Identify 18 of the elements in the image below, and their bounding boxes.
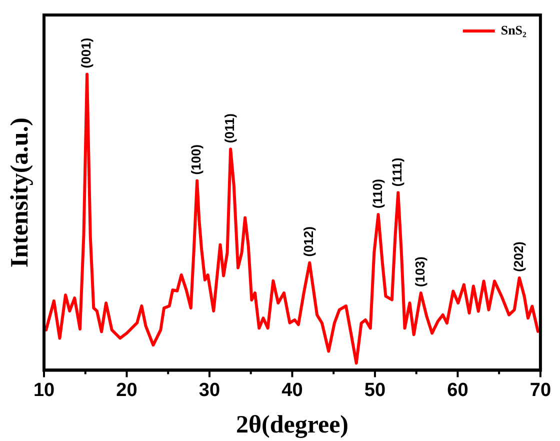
annotation: (001) bbox=[78, 38, 94, 68]
x-tick-label: 60 bbox=[447, 380, 468, 401]
x-tick-label: 50 bbox=[364, 380, 386, 401]
x-tick-label: 30 bbox=[198, 380, 220, 401]
annotation: (011) bbox=[222, 113, 238, 144]
annotation: (110) bbox=[370, 178, 385, 209]
x-tick-label: 40 bbox=[282, 380, 303, 401]
x-tick-label: 70 bbox=[530, 380, 552, 401]
y-axis-title: Intensity(a.u.) bbox=[6, 118, 34, 268]
annotation: (111) bbox=[390, 158, 405, 187]
x-axis-title: 2θ(degree) bbox=[236, 411, 348, 438]
annotation: (012) bbox=[301, 226, 316, 257]
annotation: (103) bbox=[412, 256, 428, 287]
legend-label: SnS₂ bbox=[500, 22, 527, 38]
annotation: (100) bbox=[188, 144, 204, 175]
x-tick-label: 20 bbox=[116, 380, 138, 401]
annotation: (202) bbox=[510, 241, 526, 272]
x-tick-label: 10 bbox=[33, 380, 55, 401]
